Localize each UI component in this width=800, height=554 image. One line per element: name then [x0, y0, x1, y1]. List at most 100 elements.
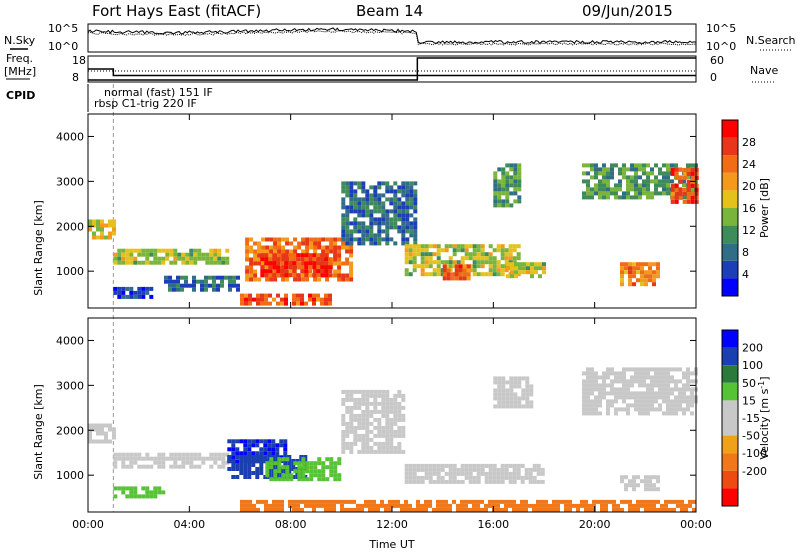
- range-cell: [496, 248, 501, 253]
- range-cell: [283, 463, 288, 467]
- range-cell: [305, 469, 310, 474]
- range-cell: [373, 405, 378, 410]
- range-cell: [690, 171, 695, 176]
- range-cell: [401, 425, 406, 430]
- range-cell: [612, 499, 616, 504]
- range-cell: [454, 272, 459, 277]
- range-cell: [165, 248, 170, 253]
- range-cell: [267, 443, 272, 448]
- power-colorbar-tick: 24: [742, 158, 756, 171]
- range-cell: [333, 237, 338, 242]
- range-cell: [525, 404, 530, 409]
- range-cell: [408, 463, 413, 468]
- range-cell: [513, 199, 518, 204]
- range-cell: [312, 253, 317, 258]
- range-cell: [357, 417, 362, 422]
- range-cell: [690, 187, 694, 192]
- range-cell: [349, 261, 354, 266]
- range-cell: [283, 443, 288, 448]
- range-cell: [345, 433, 350, 438]
- range-cell: [301, 477, 306, 482]
- range-cell: [420, 463, 425, 468]
- range-cell: [249, 269, 254, 274]
- range-cell: [361, 413, 366, 418]
- range-cell: [341, 397, 346, 402]
- range-cell: [513, 396, 518, 401]
- range-cell: [304, 269, 309, 274]
- range-cell: [373, 449, 378, 454]
- range-cell: [408, 471, 413, 476]
- range-cell: [265, 237, 270, 242]
- range-cell: [664, 503, 668, 508]
- range-cell: [630, 163, 634, 168]
- range-cell: [393, 209, 398, 214]
- range-cell: [509, 163, 514, 168]
- range-cell: [389, 425, 394, 430]
- range-cell: [295, 459, 300, 463]
- range-cell: [500, 467, 505, 472]
- range-cell: [668, 507, 672, 512]
- range-cell: [504, 467, 509, 472]
- range-cell: [301, 273, 306, 278]
- range-cell: [397, 449, 402, 454]
- range-cell: [245, 241, 250, 246]
- range-cell: [133, 256, 138, 261]
- range-cell: [125, 252, 130, 257]
- range-cell: [521, 376, 526, 381]
- range-cell: [614, 375, 618, 380]
- range-cell: [513, 179, 518, 184]
- range-cell: [121, 294, 126, 299]
- range-cell: [644, 479, 648, 484]
- range-cell: [618, 179, 622, 184]
- range-cell: [236, 283, 240, 288]
- range-cell: [361, 241, 366, 246]
- range-cell: [193, 256, 198, 261]
- range-cell: [393, 433, 398, 438]
- range-cell: [212, 287, 216, 292]
- range-cell: [624, 475, 628, 480]
- range-cell: [377, 449, 382, 454]
- range-cell: [448, 467, 453, 472]
- range-cell: [505, 404, 510, 409]
- range-cell: [493, 171, 498, 176]
- range-cell: [428, 264, 433, 269]
- range-cell: [594, 379, 598, 384]
- range-cell: [220, 283, 224, 288]
- range-cell: [404, 475, 409, 480]
- range-cell: [361, 397, 366, 402]
- range-cell: [670, 183, 675, 188]
- range-cell: [333, 245, 338, 250]
- range-cell: [622, 167, 626, 172]
- range-cell: [137, 452, 142, 457]
- range-cell: [353, 425, 358, 430]
- range-cell: [608, 499, 612, 504]
- range-cell: [288, 499, 292, 504]
- range-cell: [264, 253, 269, 258]
- range-cell: [513, 191, 518, 196]
- range-cell: [265, 249, 270, 254]
- range-cell: [377, 441, 382, 446]
- range-cell: [381, 181, 386, 186]
- range-cell: [448, 471, 453, 476]
- range-cell: [149, 248, 154, 253]
- range-cell: [271, 439, 276, 444]
- range-cell: [389, 397, 394, 402]
- range-cell: [420, 260, 425, 265]
- range-cell: [517, 396, 522, 401]
- range-cell: [193, 248, 198, 253]
- range-cell: [509, 179, 514, 184]
- range-cell: [532, 475, 537, 480]
- range-cell: [293, 469, 298, 474]
- range-cell: [141, 486, 146, 491]
- range-cell: [662, 171, 666, 176]
- range-cell: [416, 463, 421, 468]
- velocity-colorbar-swatch: [722, 365, 738, 383]
- range-cell: [488, 499, 492, 504]
- range-cell: [365, 237, 370, 242]
- power-colorbar-swatch: [722, 208, 738, 226]
- range-cell: [324, 293, 328, 298]
- range-cell: [169, 452, 174, 457]
- range-cell: [686, 371, 690, 376]
- range-cell: [632, 270, 636, 275]
- range-cell: [260, 257, 265, 262]
